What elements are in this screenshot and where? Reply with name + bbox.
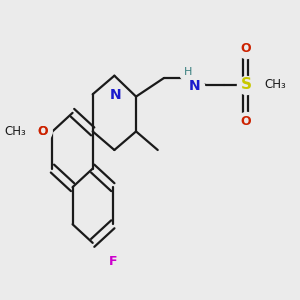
Text: N: N <box>189 79 201 93</box>
Text: CH₃: CH₃ <box>4 125 26 138</box>
Text: CH₃: CH₃ <box>265 79 286 92</box>
Text: O: O <box>241 115 251 128</box>
Text: O: O <box>37 125 47 138</box>
Text: O: O <box>241 42 251 55</box>
Text: O: O <box>37 125 47 138</box>
Text: H: H <box>184 67 192 77</box>
Text: N: N <box>110 88 122 102</box>
Text: S: S <box>241 77 251 92</box>
Text: F: F <box>109 255 117 268</box>
